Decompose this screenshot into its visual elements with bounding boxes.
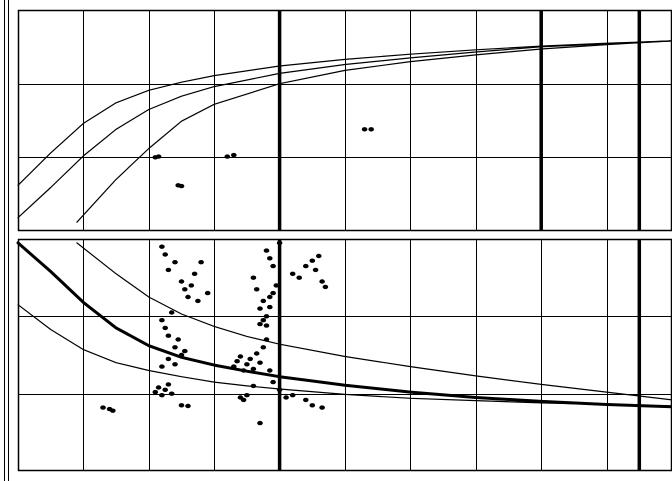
data-point <box>276 240 283 246</box>
data-point <box>159 393 165 398</box>
data-point <box>263 323 270 328</box>
data-point <box>319 279 325 284</box>
data-point <box>165 356 172 362</box>
data-point <box>260 298 267 304</box>
data-point <box>185 294 191 300</box>
data-point <box>257 360 263 365</box>
lower-panel <box>16 238 672 472</box>
data-point <box>276 387 283 392</box>
data-point <box>316 253 322 259</box>
data-point <box>267 368 273 373</box>
data-point <box>368 127 375 132</box>
data-point <box>267 256 273 261</box>
thin-curve-3 <box>17 304 672 407</box>
data-point <box>250 275 257 280</box>
data-point <box>172 362 178 367</box>
data-point <box>250 366 257 372</box>
data-point <box>234 359 240 364</box>
data-point <box>165 382 172 387</box>
data-point <box>244 393 250 398</box>
data-point <box>231 152 237 158</box>
data-point <box>168 310 175 315</box>
data-point <box>172 260 178 265</box>
data-point <box>162 252 168 257</box>
data-point <box>270 290 276 296</box>
data-point <box>253 287 260 292</box>
data-point <box>224 154 231 159</box>
data-point <box>100 405 106 410</box>
data-point <box>188 283 195 288</box>
data-point <box>165 267 172 273</box>
thin-curve-1 <box>17 40 672 186</box>
thin-curve-2 <box>76 242 672 401</box>
data-point <box>273 283 280 288</box>
data-point <box>204 290 211 296</box>
data-point <box>178 352 185 358</box>
data-point <box>257 321 263 327</box>
data-point <box>309 403 316 408</box>
data-point <box>289 271 296 276</box>
data-point <box>247 356 253 362</box>
data-point <box>162 325 168 331</box>
data-point <box>182 348 188 354</box>
thick-curve-1 <box>16 241 672 409</box>
data-point <box>263 337 270 342</box>
data-point <box>198 260 204 265</box>
data-point <box>159 364 165 369</box>
data-point <box>296 275 303 280</box>
data-point <box>237 354 244 359</box>
data-point <box>267 294 273 300</box>
data-point <box>260 318 267 323</box>
data-point <box>303 263 309 269</box>
data-point <box>312 267 319 273</box>
data-point <box>289 393 296 398</box>
data-point <box>257 306 263 311</box>
data-point <box>110 408 116 413</box>
data-point <box>270 263 276 269</box>
data-point <box>159 244 165 249</box>
data-point <box>240 368 247 373</box>
data-point <box>263 314 270 319</box>
data-point <box>319 405 325 410</box>
data-point <box>178 279 185 284</box>
data-point <box>361 127 368 132</box>
data-point <box>195 298 201 304</box>
thin-curve-3 <box>76 40 672 223</box>
data-point <box>257 420 263 426</box>
data-point <box>322 284 329 290</box>
upper-panel <box>17 9 672 232</box>
data-point <box>253 351 260 356</box>
data-point <box>155 154 162 159</box>
data-point <box>185 403 191 409</box>
data-point <box>270 379 276 385</box>
data-point <box>250 383 257 389</box>
data-point <box>162 387 168 392</box>
data-point <box>309 258 316 263</box>
data-point <box>172 345 178 350</box>
data-point <box>152 389 159 395</box>
data-point <box>231 364 237 369</box>
data-point <box>165 333 172 338</box>
data-point <box>263 248 270 253</box>
data-point <box>260 345 267 350</box>
data-point <box>240 397 247 403</box>
data-point <box>175 337 181 342</box>
data-point <box>303 397 309 403</box>
data-point <box>191 271 198 276</box>
thin-curve-2 <box>17 40 672 219</box>
data-point <box>178 183 185 189</box>
data-point <box>168 391 175 396</box>
data-point <box>244 362 250 367</box>
data-point <box>283 395 289 400</box>
data-point <box>178 403 185 408</box>
data-point <box>155 385 162 390</box>
data-point <box>267 304 273 310</box>
data-point <box>159 318 165 323</box>
data-point <box>182 287 188 292</box>
